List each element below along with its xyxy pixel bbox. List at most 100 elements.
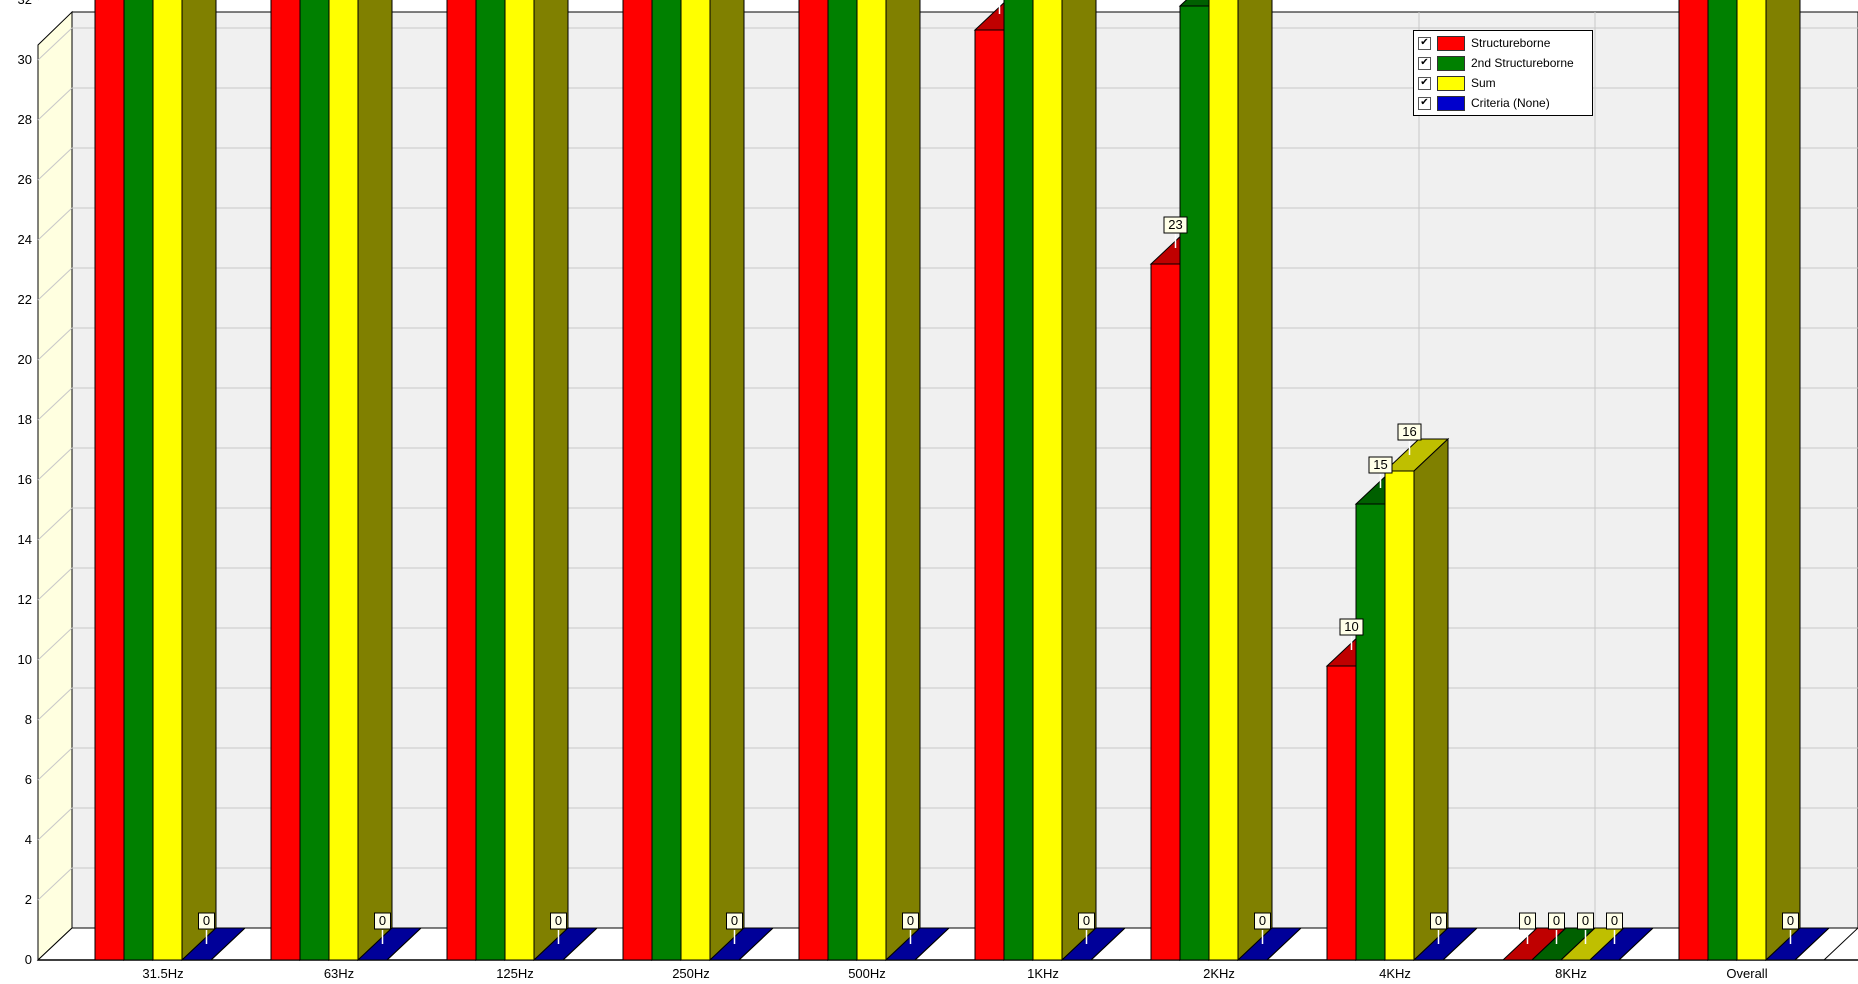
bar-front	[270, 0, 301, 961]
data-label: 0	[1548, 912, 1565, 944]
data-label-box	[1368, 456, 1393, 474]
bar-front	[622, 0, 653, 961]
y-axis-ticks: 0246810121416182022242628303234363840424…	[18, 0, 32, 967]
y-tick-label: 0	[25, 952, 32, 967]
data-label-text: 0	[1787, 913, 1794, 928]
bar-front	[446, 0, 477, 961]
data-label-text: 0	[1582, 913, 1589, 928]
bar-front	[1355, 503, 1386, 961]
bar-front	[1736, 0, 1767, 961]
bars-layer	[94, 0, 1831, 962]
bar-front	[856, 0, 887, 961]
y-tick-label: 10	[18, 652, 32, 667]
legend-checkbox[interactable]: ✔	[1418, 36, 1431, 50]
x-category-label: 500Hz	[848, 966, 886, 981]
bar-side	[709, 0, 745, 962]
bar	[1736, 0, 1801, 962]
gridline-side	[37, 747, 73, 781]
legend-item-2nd-structureborne[interactable]: ✔ 2nd Structureborne	[1418, 53, 1588, 73]
bar-front	[1179, 5, 1210, 961]
data-label: 0	[726, 912, 743, 944]
data-label-text: 0	[1083, 913, 1090, 928]
bar	[1236, 927, 1303, 961]
data-label: 0	[902, 912, 919, 944]
legend-item-structureborne[interactable]: ✔ Structureborne	[1418, 33, 1588, 53]
y-tick-label: 2	[25, 892, 32, 907]
data-label: 15	[1368, 456, 1393, 488]
bar	[1208, 0, 1273, 962]
bar-side	[1794, 927, 1830, 961]
legend-item-sum[interactable]: ✔ Sum	[1418, 73, 1588, 93]
bar-side	[1266, 927, 1302, 961]
y-tick-label: 18	[18, 412, 32, 427]
legend-checkbox[interactable]: ✔	[1418, 56, 1431, 70]
bar	[1383, 437, 1450, 962]
y-tick-label: 30	[18, 52, 32, 67]
bar-side	[738, 927, 774, 961]
bar-front	[1678, 0, 1709, 961]
legend-swatch-blue	[1437, 95, 1465, 111]
gridline-side	[37, 567, 73, 601]
bar	[180, 927, 247, 961]
gridline-side	[37, 687, 73, 721]
gridline-side	[37, 147, 73, 181]
data-label-box	[902, 912, 919, 930]
bar-side	[562, 927, 598, 961]
data-label-text: 0	[1524, 913, 1531, 928]
bar	[1060, 927, 1127, 961]
gridline-side	[37, 447, 73, 481]
data-label-text: 10	[1344, 619, 1358, 634]
y-tick-label: 22	[18, 292, 32, 307]
y-tick-label: 12	[18, 592, 32, 607]
data-label-text: 16	[1402, 424, 1416, 439]
bar-front	[1707, 0, 1738, 961]
x-axis-categories: 31.5Hz 63Hz 125Hz 250Hz 500Hz 1KHz 2KHz 4KHz 8KH…	[142, 966, 1767, 981]
data-label-box	[550, 912, 567, 930]
bar-front	[94, 0, 125, 961]
x-category-label: 63Hz	[324, 966, 354, 981]
bar-side	[914, 927, 950, 961]
bar-side	[386, 927, 422, 961]
data-label-text: 0	[731, 913, 738, 928]
bar-front	[475, 0, 506, 961]
legend-checkbox[interactable]: ✔	[1418, 96, 1431, 110]
legend-swatch-yellow	[1437, 75, 1465, 91]
data-label-box	[1430, 912, 1447, 930]
bar-side	[357, 0, 393, 962]
data-label: 23	[1163, 216, 1188, 248]
y-tick-label: 8	[25, 712, 32, 727]
bar	[356, 927, 423, 961]
bar-side	[885, 0, 921, 962]
data-label-text: 23	[1168, 217, 1182, 232]
data-label: 0	[1606, 912, 1623, 944]
data-label-box	[1782, 912, 1799, 930]
data-label-box	[1606, 912, 1623, 930]
gridline-side	[37, 27, 73, 61]
data-label: 0	[1519, 912, 1536, 944]
data-label-box	[198, 912, 215, 930]
bar-side	[1765, 0, 1801, 962]
legend-checkbox[interactable]: ✔	[1418, 76, 1431, 90]
bar-front	[1032, 0, 1063, 961]
y-tick-label: 4	[25, 832, 32, 847]
bar	[152, 0, 217, 962]
legend-label: Sum	[1471, 76, 1496, 90]
bar-front	[680, 0, 711, 961]
legend-label: 2nd Structureborne	[1471, 56, 1574, 70]
bar-side	[1618, 927, 1654, 961]
x-category-label: 31.5Hz	[142, 966, 183, 981]
bar	[680, 0, 745, 962]
bar-front	[328, 0, 359, 961]
x-category-label: 125Hz	[496, 966, 534, 981]
legend-item-criteria[interactable]: ✔ Criteria (None)	[1418, 93, 1588, 113]
legend-swatch-green	[1437, 55, 1465, 71]
bar-front	[651, 0, 682, 961]
data-label-box	[1163, 216, 1188, 234]
y-tick-label: 6	[25, 772, 32, 787]
legend-label: Criteria (None)	[1471, 96, 1550, 110]
data-label: 0	[1078, 912, 1095, 944]
data-label-box	[1254, 912, 1271, 930]
y-tick-label: 24	[18, 232, 32, 247]
data-label: 31	[998, 0, 1001, 14]
